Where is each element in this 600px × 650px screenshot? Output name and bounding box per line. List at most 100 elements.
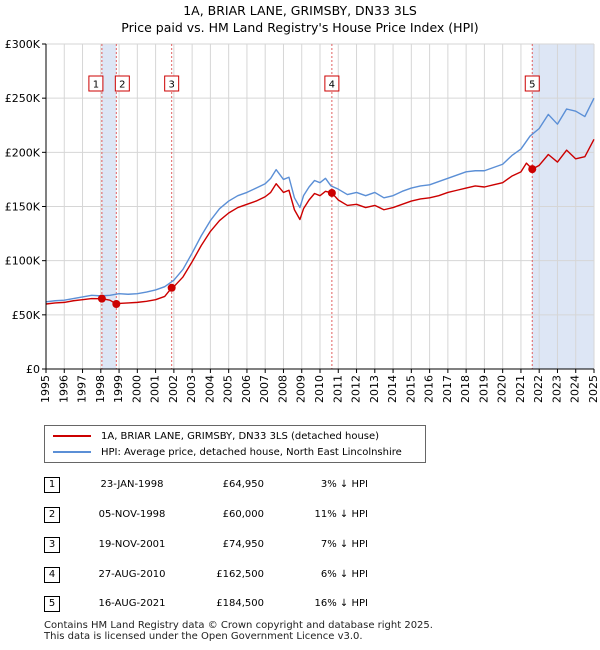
y-tick-label: £100K — [5, 255, 41, 268]
sale-row: 4 27-AUG-2010 £162,500 6% ↓ HPI — [44, 567, 444, 583]
legend-swatch-hpi — [53, 451, 91, 453]
sale-hpi-diff: 16% ↓ HPI — [314, 598, 368, 609]
sale-hpi-diff: 6% ↓ HPI — [320, 569, 368, 580]
y-tick-label: £300K — [5, 38, 41, 51]
sale-hpi-diff: 3% ↓ HPI — [320, 479, 368, 490]
sale-point — [167, 283, 176, 292]
legend: 1A, BRIAR LANE, GRIMSBY, DN33 3LS (detac… — [44, 425, 426, 463]
sale-badge: 1 — [88, 75, 104, 92]
y-tick-label: £250K — [5, 92, 41, 105]
sale-price: £74,950 — [222, 539, 264, 550]
sale-badge-box — [524, 75, 540, 92]
chart-title: 1A, BRIAR LANE, GRIMSBY, DN33 3LS Price … — [0, 2, 600, 36]
sale-badge-label: 1 — [93, 80, 99, 91]
sale-number-badge: 5 — [44, 596, 60, 612]
x-tick-label: 2012 — [350, 375, 363, 403]
sale-badge: 2 — [114, 75, 130, 92]
legend-label-hpi: HPI: Average price, detached house, Nort… — [101, 446, 402, 458]
sale-badges: 1 2 3 4 5 — [88, 75, 540, 92]
x-tick-label: 2024 — [569, 375, 582, 403]
x-tick-label: 2019 — [477, 375, 490, 403]
sale-hpi-diff: 11% ↓ HPI — [314, 509, 368, 520]
sale-point — [112, 300, 121, 308]
x-tick-label: 2005 — [222, 375, 235, 403]
sale-price: £60,000 — [222, 509, 264, 520]
x-tick-label: 2011 — [331, 375, 344, 403]
sale-price: £184,500 — [216, 598, 264, 609]
x-tick-label: 2000 — [130, 375, 143, 403]
chart-title-line1: 1A, BRIAR LANE, GRIMSBY, DN33 3LS — [183, 3, 417, 18]
x-tick-label: 2001 — [149, 375, 162, 403]
sale-badge-label: 3 — [168, 80, 174, 91]
sale-badge-box — [164, 75, 180, 92]
sale-row: 5 16-AUG-2021 £184,500 16% ↓ HPI — [44, 596, 444, 612]
x-tick-label: 2023 — [550, 375, 563, 403]
legend-item-hpi: HPI: Average price, detached house, Nort… — [53, 444, 402, 460]
x-tick-label: 2022 — [532, 375, 545, 403]
x-tick-label: 1995 — [39, 375, 52, 403]
footer-attribution: Contains HM Land Registry data © Crown c… — [44, 620, 433, 642]
legend-swatch-property — [53, 435, 91, 437]
sale-row: 1 23-JAN-1998 £64,950 3% ↓ HPI — [44, 477, 444, 493]
x-tick-label: 2009 — [295, 375, 308, 403]
x-tick-label: 2002 — [167, 375, 180, 403]
sale-date: 16-AUG-2021 — [98, 598, 166, 609]
sale-badge: 4 — [324, 75, 340, 92]
x-tick-label: 1999 — [112, 375, 125, 403]
x-tick-label: 2025 — [587, 375, 600, 403]
sale-badge-box — [114, 75, 130, 92]
sale-point — [97, 294, 106, 303]
x-tick-label: 2016 — [423, 375, 436, 403]
y-tick-label: £50K — [12, 309, 41, 322]
x-tick-label: 2004 — [203, 375, 216, 403]
x-tick-label: 1998 — [94, 375, 107, 403]
property-series-line — [45, 139, 595, 305]
legend-item-property: 1A, BRIAR LANE, GRIMSBY, DN33 3LS (detac… — [53, 428, 379, 444]
price-chart: 1 2 3 4 5 £0 £50K £100K £150K £200K £250K £300K 199… — [5, 38, 600, 403]
x-tick-label: 2008 — [276, 375, 289, 403]
sale-date: 19-NOV-2001 — [98, 539, 166, 550]
chart-title-line2: Price paid vs. HM Land Registry's House … — [121, 20, 479, 35]
x-tick-label: 2006 — [240, 375, 253, 403]
footer-line1: Contains HM Land Registry data © Crown c… — [44, 620, 433, 631]
sale-hpi-diff: 7% ↓ HPI — [320, 539, 368, 550]
y-tick-label: £0 — [26, 363, 40, 376]
sale-badge-box — [324, 75, 340, 92]
sale-badge: 5 — [524, 75, 540, 92]
sale-row: 3 19-NOV-2001 £74,950 7% ↓ HPI — [44, 537, 444, 553]
sale-price: £64,950 — [222, 479, 264, 490]
sale-date: 23-JAN-1998 — [100, 479, 164, 490]
sale-point — [327, 188, 336, 197]
x-tick-label: 2013 — [368, 375, 381, 403]
sale-badge-label: 5 — [529, 80, 535, 91]
sale-badge: 3 — [164, 75, 180, 92]
x-tick-label: 1997 — [76, 375, 89, 403]
sale-badge-box — [88, 75, 104, 92]
x-tick-label: 2010 — [313, 375, 326, 403]
sale-number-badge: 3 — [44, 537, 60, 553]
sale-badge-label: 2 — [119, 80, 125, 91]
x-tick-label: 2021 — [514, 375, 527, 403]
x-tick-label: 2018 — [459, 375, 472, 403]
sale-price: £162,500 — [216, 569, 264, 580]
sale-badge-label: 4 — [329, 80, 335, 91]
legend-label-property: 1A, BRIAR LANE, GRIMSBY, DN33 3LS (detac… — [101, 430, 380, 442]
x-tick-label: 2007 — [258, 375, 271, 403]
x-tick-label: 2020 — [496, 375, 509, 403]
sale-number-badge: 2 — [44, 507, 60, 523]
x-tick-label: 2014 — [386, 375, 399, 403]
x-tick-label: 2015 — [404, 375, 417, 403]
sale-date: 27-AUG-2010 — [98, 569, 166, 580]
sale-date: 05-NOV-1998 — [98, 509, 166, 520]
sale-points — [97, 165, 537, 308]
x-tick-label: 2003 — [185, 375, 198, 403]
hpi-series-line — [45, 97, 595, 303]
sale-number-badge: 4 — [44, 567, 60, 583]
sale-number-badge: 1 — [44, 477, 60, 493]
y-tick-label: £200K — [5, 146, 41, 159]
series-lines — [45, 97, 595, 305]
x-tick-label: 1996 — [57, 375, 70, 403]
sale-row: 2 05-NOV-1998 £60,000 11% ↓ HPI — [44, 507, 444, 523]
footer-line2: This data is licensed under the Open Gov… — [44, 631, 363, 642]
